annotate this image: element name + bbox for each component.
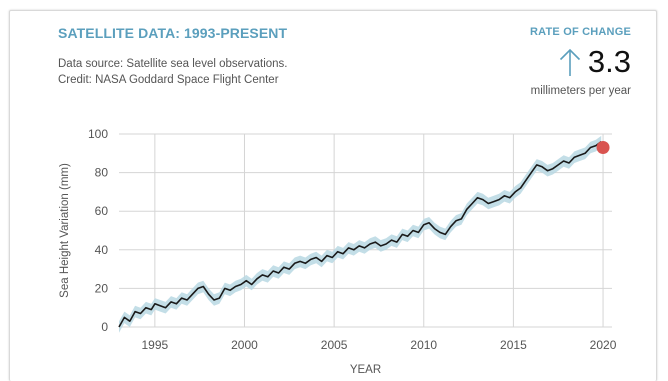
x-tick-label: 2015: [500, 338, 527, 352]
x-tick-label: 2010: [410, 338, 437, 352]
rate-of-change-value-group: 3.3: [559, 44, 631, 80]
credit-line: Credit: NASA Goddard Space Flight Center: [58, 74, 279, 86]
sea-level-series-line: [118, 141, 602, 328]
uncertainty-band-layer: [119, 135, 602, 333]
latest-value-marker[interactable]: [596, 141, 610, 155]
uncertainty-band: [119, 135, 602, 333]
y-tick-label: 20: [95, 281, 109, 295]
y-tick-label: 0: [101, 320, 108, 334]
rate-of-change-value: 3.3: [587, 44, 631, 79]
x-tick-label: 2005: [321, 338, 348, 352]
chart-title: SATELLITE DATA: 1993-PRESENT: [58, 25, 288, 41]
y-tick-label: 40: [95, 243, 109, 257]
rate-of-change-label: RATE OF CHANGE: [530, 26, 631, 38]
x-tick-label: 2020: [590, 338, 617, 352]
x-axis-title: YEAR: [350, 364, 381, 376]
data-source-line: Data source: Satellite sea level observa…: [58, 58, 288, 70]
y-tick-label: 60: [95, 204, 109, 218]
x-tick-label: 1995: [142, 338, 169, 352]
data-source-note: Data source: Satellite sea level observa…: [58, 56, 287, 88]
x-tick-label: 2000: [231, 338, 258, 352]
y-tick-label: 80: [95, 166, 109, 180]
up-arrow-icon: [559, 47, 581, 77]
y-tick-label: 100: [88, 127, 108, 141]
series-line-layer: [118, 141, 610, 328]
chart-card: [9, 10, 657, 381]
gridlines: [119, 133, 612, 328]
y-axis-title: Sea Height Variation (mm): [59, 163, 71, 298]
tick-labels: 0 20 40 60 80 100 1995 2000 2005 2010 2015 2020: [88, 127, 617, 352]
rate-of-change-unit: millimeters per year: [530, 85, 631, 97]
